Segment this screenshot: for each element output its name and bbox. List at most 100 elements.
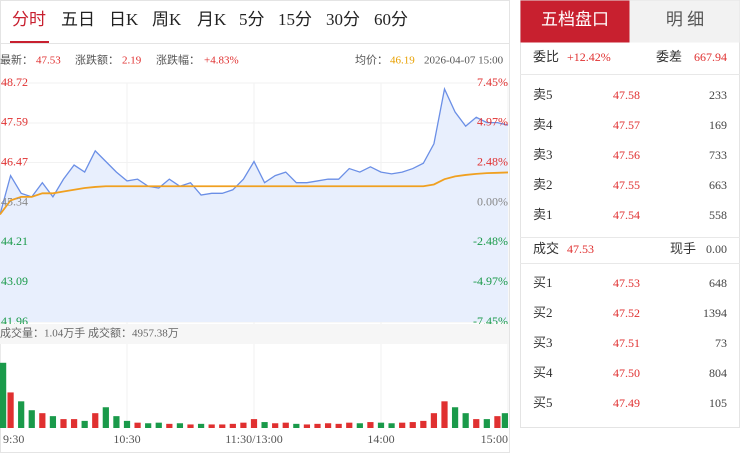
price-area (0, 89, 508, 323)
volume-bar (145, 423, 152, 428)
x-tick-label: 15:00 (481, 432, 508, 446)
ob-price: 47.58 (613, 88, 640, 102)
info-label: 涨跌额： (75, 53, 119, 67)
tab[interactable]: 60分 (374, 10, 408, 29)
volume-bar (92, 413, 99, 428)
volume-bar (28, 410, 35, 428)
volume-bar (451, 407, 459, 428)
y2-tick-label: 4.97% (477, 115, 508, 129)
info-value: 2.19 (122, 55, 142, 67)
tab[interactable]: 30分 (326, 10, 360, 29)
ob-tab[interactable]: 明 细 (666, 10, 704, 29)
y2-tick-label: 7.45% (477, 75, 508, 89)
volume-bar (501, 413, 508, 428)
price-line (0, 86, 509, 215)
ob-price: 47.54 (613, 208, 640, 222)
volume-bar (250, 419, 258, 428)
tab[interactable]: 5分 (239, 10, 265, 29)
avg-line (0, 171, 509, 216)
info-value: 46.19 (390, 55, 415, 67)
y2-tick-label: 2.48% (477, 154, 508, 168)
info-value: +4.83% (204, 55, 239, 67)
volume-bar (134, 422, 141, 428)
info-label: 均价： (355, 54, 388, 67)
ob-value: 47.53 (567, 242, 594, 256)
tab[interactable]: 周K (152, 10, 182, 29)
ob-price: 47.56 (613, 148, 640, 162)
volume-bar (388, 423, 395, 428)
volume-bar (293, 423, 300, 428)
ob-row-label: 卖3 (533, 147, 553, 162)
volume-bar (314, 423, 321, 428)
tab[interactable]: 15分 (278, 10, 312, 29)
x-tick-label: 9:30 (3, 432, 24, 446)
volume-bar (356, 423, 363, 428)
volume-bar (324, 423, 332, 428)
ob-label: 委比 (533, 49, 559, 64)
ob-price: 47.57 (613, 118, 640, 132)
volume-header-bg (0, 324, 509, 344)
tab-bg (629, 0, 740, 43)
volume-bar (49, 416, 57, 428)
info-time: 2026-04-07 15:00 (424, 55, 504, 67)
ob-volume: 558 (709, 208, 727, 222)
tab[interactable]: 日K (109, 10, 139, 29)
volume-bar (155, 422, 162, 428)
volume-bar (0, 362, 7, 428)
ob-volume: 663 (709, 178, 727, 192)
volume-bar (409, 422, 416, 428)
x-tick-label: 11:30/13:00 (225, 432, 283, 446)
y2-tick-label: -2.48% (473, 234, 508, 248)
y2-tick-label: -4.97% (473, 274, 508, 288)
ob-volume: 73 (715, 336, 727, 350)
volume-bar (18, 401, 25, 428)
volume-bar (430, 413, 438, 428)
volume-bar (483, 419, 490, 428)
ob-volume: 648 (709, 276, 727, 290)
volume-bar (123, 420, 131, 428)
ob-volume: 169 (709, 118, 727, 132)
ob-row-label: 买4 (533, 365, 553, 380)
tab-underline (10, 41, 49, 43)
ob-row-label: 买1 (533, 275, 553, 290)
tab[interactable]: 分时 (12, 10, 46, 29)
volume-bar (441, 401, 448, 428)
volume-bar (102, 407, 109, 428)
y-tick-label: 44.21 (1, 234, 28, 248)
ob-row-label: 卖1 (533, 207, 553, 222)
volume-bar (473, 419, 480, 428)
volume-bar (81, 420, 88, 428)
tab[interactable]: 五日 (61, 10, 95, 29)
ob-volume: 804 (709, 366, 727, 380)
info-label: 涨跌幅： (156, 53, 200, 67)
volume-bar (261, 422, 268, 428)
info-value: 47.53 (36, 55, 61, 67)
volume-bar (208, 424, 215, 428)
tab[interactable]: 月K (197, 10, 227, 29)
volume-bar (229, 423, 236, 428)
ob-volume: 1394 (703, 306, 727, 320)
x-tick-label: 10:30 (113, 432, 140, 446)
volume-bar (399, 422, 406, 428)
volume-bar (303, 424, 311, 428)
volume-bar (272, 423, 279, 428)
ob-label: 现手 (670, 241, 696, 256)
y2-tick-label: 0.00% (477, 194, 508, 208)
ob-price: 47.50 (613, 366, 640, 380)
ob-row-label: 买3 (533, 335, 553, 350)
ob-row-label: 卖2 (533, 177, 553, 192)
volume-bar (494, 416, 501, 428)
volume-bar (113, 416, 120, 428)
ob-value: 0.00 (706, 242, 727, 256)
ob-volume: 233 (709, 88, 727, 102)
volume-bar (7, 392, 14, 428)
volume-bar (335, 423, 342, 428)
volume-bar (420, 420, 427, 428)
ob-row-label: 买2 (533, 305, 553, 320)
volume-bar (219, 424, 226, 428)
y-tick-label: 43.09 (1, 274, 28, 288)
x-tick-label: 14:00 (367, 432, 394, 446)
ob-tab[interactable]: 五档盘口 (541, 10, 609, 29)
ob-row-label: 卖4 (533, 117, 553, 132)
